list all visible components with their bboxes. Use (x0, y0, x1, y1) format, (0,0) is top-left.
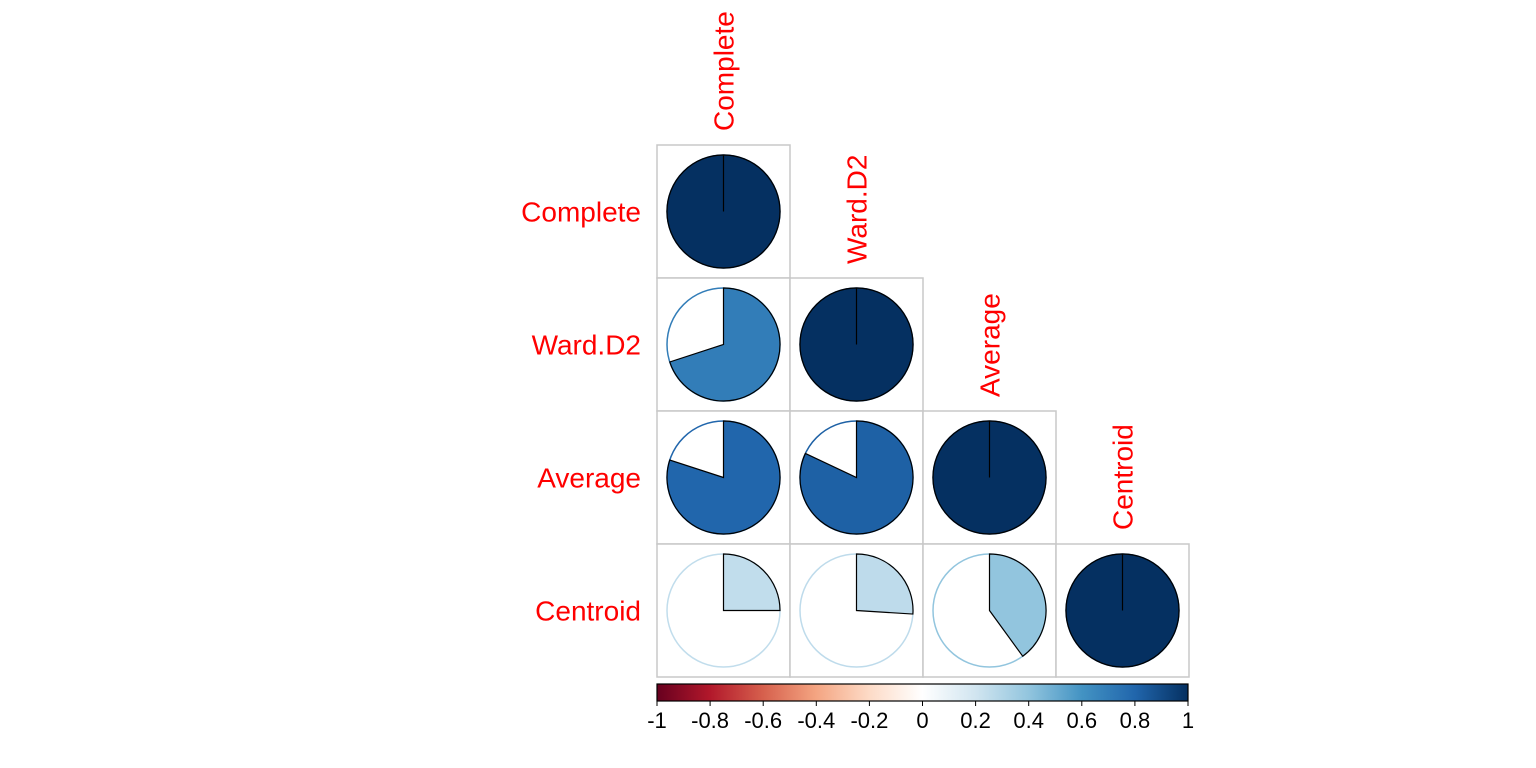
cell-centroid-centroid (1055, 543, 1190, 678)
pie-slice (666, 420, 781, 535)
pie-slice (799, 420, 914, 535)
colorbar-tick-label: 0.2 (960, 708, 991, 733)
cell-average-ward.d2 (789, 410, 924, 545)
color-legend: -1 -0.8 -0.6 -0.4 -0.2 0 0.2 0.4 0.6 0.8 1 (647, 683, 1194, 733)
row-labels: Complete Ward.D2 Average Centroid (521, 197, 641, 627)
row-label: Average (537, 463, 641, 494)
pie-slice (855, 553, 914, 615)
colorbar-tick-label: -0.8 (691, 708, 729, 733)
column-labels: Complete Ward.D2 Average Centroid (709, 11, 1139, 530)
colorbar-tick-label: 0.8 (1120, 708, 1151, 733)
colorbar-tick-label: 0.6 (1067, 708, 1098, 733)
cell-average-average (922, 410, 1057, 545)
colorbar-tick-label: -1 (647, 708, 667, 733)
row-label: Centroid (535, 596, 641, 627)
colorbar-tick-label: 0.4 (1013, 708, 1044, 733)
matrix-cells (656, 144, 1190, 678)
colorbar-tick-label: -0.4 (797, 708, 835, 733)
colorbar-gradient (656, 683, 1189, 702)
pie-slice (722, 553, 781, 612)
cell-complete-complete (656, 144, 791, 279)
row-label: Ward.D2 (532, 330, 641, 361)
colorbar-tick-label: -0.6 (744, 708, 782, 733)
column-label: Centroid (1108, 424, 1139, 530)
colorbar-tick-label: -0.2 (850, 708, 888, 733)
pie-slice (669, 287, 781, 402)
cell-ward.d2-complete (656, 277, 791, 412)
pie-slice (988, 553, 1047, 658)
cell-ward.d2-ward.d2 (789, 277, 924, 412)
column-label: Average (975, 293, 1006, 397)
colorbar-tick-label: 0 (916, 708, 928, 733)
cell-centroid-complete (656, 543, 791, 678)
row-label: Complete (521, 197, 641, 228)
cell-average-complete (656, 410, 791, 545)
cell-centroid-ward.d2 (789, 543, 924, 678)
column-label: Ward.D2 (842, 155, 873, 264)
column-label: Complete (709, 11, 740, 131)
cell-centroid-average (922, 543, 1057, 678)
colorbar-tick-label: 1 (1182, 708, 1194, 733)
